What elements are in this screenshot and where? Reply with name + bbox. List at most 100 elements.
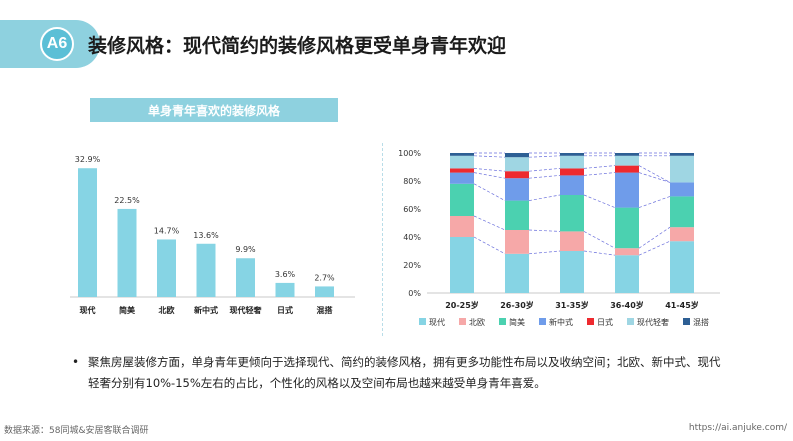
series-connector [583,165,616,169]
y-tick-label: 40% [403,233,421,242]
series-connector [638,240,671,256]
stack-segment [450,216,474,237]
stack-segment [450,168,474,173]
series-connector [583,194,616,208]
series-connector [473,183,506,201]
bar-category-label: 日式 [277,305,293,315]
series-connector [528,168,561,172]
stack-segment [505,157,529,172]
series-connector [583,250,616,256]
bar [236,258,255,297]
x-category-label: 41-45岁 [665,300,699,310]
stack-segment [505,230,529,254]
stack-segment [670,182,694,197]
series-connector [528,175,561,179]
y-tick-label: 100% [398,149,421,158]
source-url: https://ai.anjuke.com/ [688,423,787,433]
series-connector [528,250,561,255]
x-category-label: 36-40岁 [610,300,644,310]
series-connector [528,155,561,158]
series-connector [638,172,671,183]
legend-swatch [587,318,594,325]
bar-value-label: 22.5% [114,196,140,205]
stack-segment [670,196,694,228]
bar-category-label: 新中式 [194,305,218,315]
x-category-label: 31-35岁 [555,300,589,310]
stack-segment [505,153,529,158]
bar [117,208,137,297]
age-group-stacked-chart: 0% 20% 40% 60% 80% 100% 20-25岁 26-30岁 31-35岁 36-4… [398,149,720,327]
legend-swatch [419,318,426,325]
bar-category-label: 北欧 [159,305,175,315]
series-connector [638,165,671,183]
legend-swatch [683,318,690,325]
bar-value-label: 2.7% [314,273,335,282]
series-connector [473,155,506,158]
style-preference-bar-chart: 32.9% 现代 22.5% 简美 14.7% 北欧 13.6% 新中式 9.9% 现代轻奢 3.6… [70,155,355,315]
stack-segment [615,165,639,173]
series-connector [528,194,561,201]
stack-segment [615,155,639,166]
stack-segment [450,183,474,216]
chart-divider [382,143,383,336]
bar-value-label: 32.9% [75,155,101,164]
bar-value-label: 9.9% [235,245,256,254]
summary-note: • 聚焦房屋装修方面，单身青年更倾向于选择现代、简约的装修风格，拥有更多功能性布… [72,352,722,394]
stack-segment [560,231,584,251]
series-connector [528,229,561,232]
series-connector [583,231,616,249]
stack-segment [615,207,639,249]
section-badge: A6 [40,27,74,61]
legend-swatch [539,318,546,325]
legend-swatch [627,318,634,325]
bar-chart-title: 单身青年喜欢的装修风格 [90,98,338,122]
legend-swatch [459,318,466,325]
y-tick-label: 60% [403,205,421,214]
stack-segment [560,175,584,195]
stack-segment [615,248,639,256]
stack-segment [505,171,529,179]
bullet-icon: • [72,355,80,369]
legend-label: 日式 [597,317,613,327]
series-connector [638,226,671,249]
bar-value-label: 3.6% [275,270,296,279]
bar-category-label: 现代 [80,305,96,315]
legend-label: 现代轻奢 [637,317,669,327]
legend-label: 混搭 [693,317,709,327]
bar-value-label: 13.6% [193,231,219,240]
stack-segment [560,195,584,232]
series-connector [638,196,671,208]
stack-segment [560,153,584,156]
stack-segment [505,178,529,201]
stack-segment [670,153,694,156]
stack-segment [615,153,639,156]
bar-category-label: 简美 [119,305,136,315]
page-title: 装修风格：现代简约的装修风格更受单身青年欢迎 [88,35,507,57]
stack-segment [615,172,639,208]
bar [315,286,334,297]
stack-segment [615,255,639,293]
bar [196,243,216,297]
y-tick-label: 80% [403,177,421,186]
legend-label: 现代 [429,317,445,327]
y-tick-label: 0% [408,289,421,298]
bar-category-label: 现代轻奢 [230,305,263,315]
x-category-label: 20-25岁 [445,300,479,310]
stack-segment [450,155,474,169]
bar-value-label: 14.7% [154,226,180,235]
stack-segment [505,200,529,230]
stack-segment [560,251,584,293]
series-connector [473,172,506,179]
stack-segment [505,253,529,293]
series-connector [473,215,506,231]
series-connector [473,168,506,172]
stack-segment [670,155,694,183]
summary-text: 聚焦房屋装修方面，单身青年更倾向于选择现代、简约的装修风格，拥有更多功能性布局以… [88,355,721,390]
legend-label: 新中式 [549,317,573,327]
stack-segment [670,241,694,293]
stack-segment [450,172,474,184]
legend-label: 简美 [509,317,525,327]
series-connector [473,236,506,255]
x-category-label: 26-30岁 [500,300,534,310]
legend-swatch [499,318,506,325]
